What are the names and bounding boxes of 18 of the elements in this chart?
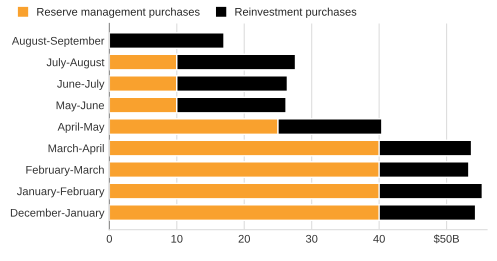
bar [109, 32, 225, 50]
legend-label: Reinvestment purchases [235, 8, 356, 18]
y-tick-label: August-September [12, 36, 104, 47]
y-tick-label: July-August [46, 58, 104, 68]
y-tick-label: February-March [26, 166, 104, 176]
y-tick-label: April-May [58, 122, 104, 133]
y-tick-label: December-January [10, 208, 104, 219]
legend-label: Reserve management purchases [37, 8, 200, 18]
x-tick-label: $50B [434, 234, 459, 244]
x-tick-label: 0 [106, 234, 112, 243]
y-tick-label: January-February [16, 187, 104, 198]
y-tick-label: June-July [57, 80, 104, 90]
x-tick-label: 10 [171, 234, 183, 243]
y-tick-label: March-April [48, 144, 104, 154]
x-tick-label: 30 [306, 234, 318, 243]
x-tick-label: 20 [238, 234, 250, 243]
y-tick-label: May-June [56, 101, 104, 112]
x-tick-label: 40 [373, 234, 385, 243]
